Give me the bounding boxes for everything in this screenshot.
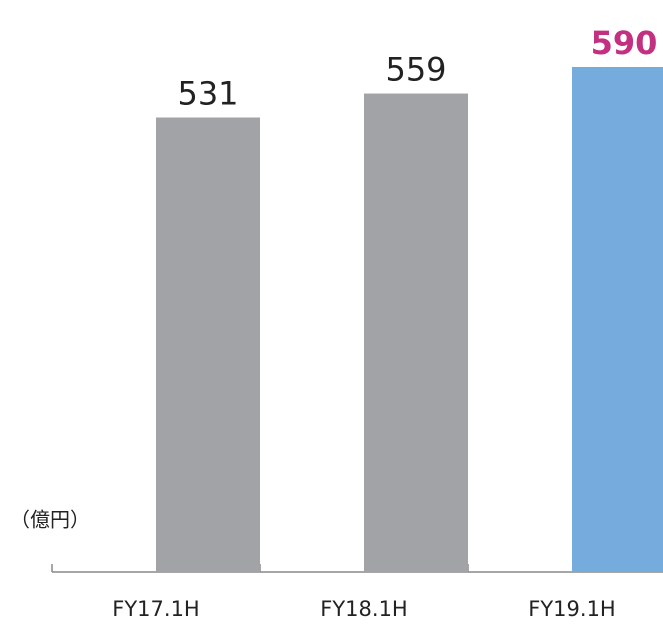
unit-label: （億円）	[10, 508, 90, 532]
bar	[364, 93, 468, 572]
bar	[156, 117, 260, 572]
value-label: 590	[591, 24, 658, 62]
x-tick-label: FY19.1H	[528, 597, 615, 621]
x-tick-label: FY18.1H	[320, 597, 407, 621]
value-label: 531	[177, 75, 238, 113]
bar	[572, 67, 663, 572]
value-label: 559	[385, 51, 446, 89]
x-tick-label: FY17.1H	[112, 597, 199, 621]
